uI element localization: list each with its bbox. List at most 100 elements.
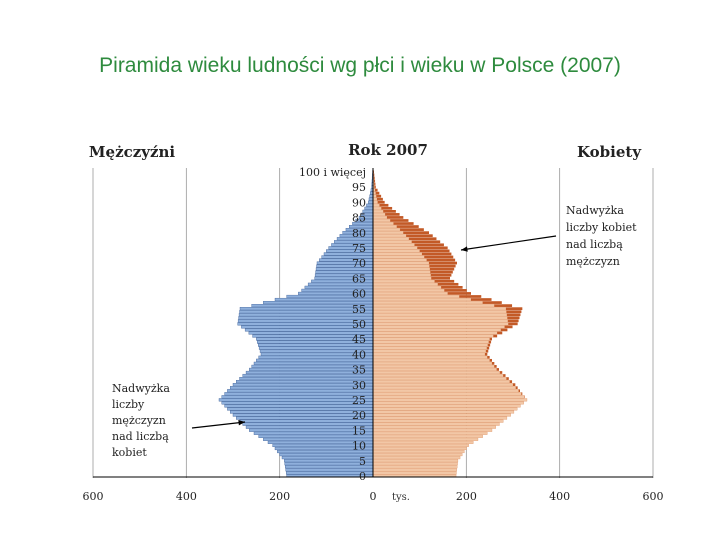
female-excess-bar [417,246,448,250]
female-excess-bar [373,176,375,180]
female-bar [372,437,479,441]
value-tick-label: 400 [549,490,570,503]
annotation-text: kobiet [112,446,147,459]
female-bar [372,243,415,247]
female-excess-bar [447,292,471,295]
female-excess-bar [506,307,523,311]
age-tick-label: 50 [352,318,366,331]
female-excess-bar [390,219,409,222]
male-bar [221,395,374,399]
male-bar [326,249,374,253]
female-excess-bar [487,355,490,359]
female-excess-bar [488,340,492,344]
female-bar [372,200,378,204]
female-excess-bar [373,173,375,177]
female-excess-bar [507,316,520,320]
female-excess-bar [400,228,424,231]
age-tick-label: 55 [352,303,366,316]
age-tick-label: 90 [352,196,366,209]
axes [93,168,653,478]
female-bar [372,252,423,256]
female-bar [372,337,490,341]
female-excess-bar [422,252,452,256]
annotation-text: liczby [112,398,145,411]
female-bar [372,222,394,226]
value-tick-labels: 600 400 200 0 200 400 600 [83,490,664,503]
age-tick-label: 75 [352,242,366,255]
female-bar [372,270,431,274]
value-tick-label: 200 [269,490,290,503]
female-excess-bar [518,389,520,393]
age-tick-label: 65 [352,272,366,285]
female-bar [372,404,521,408]
female-bar [372,410,515,414]
male-bar [221,401,374,405]
annotation-female-excess: Nadwyżka liczby kobiet nad liczbą mężczyzn [460,204,637,268]
female-excess-bar [441,286,463,289]
female-bar [372,386,516,390]
annotation-text: Nadwyżka [566,204,624,217]
female-excess-bar [499,371,503,374]
female-bar [372,340,489,344]
female-excess-bar [503,374,506,377]
female-excess-bar [485,349,489,353]
female-excess-bar [374,185,376,189]
chart-title: Rok 2007 [348,141,428,159]
age-tick-label: 95 [352,181,366,194]
female-bar [372,246,418,250]
female-excess-bar [430,273,452,277]
female-excess-bar [377,197,383,201]
female-bar [372,319,509,323]
female-bar [372,261,430,265]
female-bar [372,328,502,332]
female-bar [372,304,495,308]
female-excess-bar [379,203,389,207]
female-bar [372,443,469,447]
female-bar [372,380,510,384]
female-bar [372,367,497,371]
female-bar [372,212,386,216]
annotation-text: mężczyzn [566,255,620,268]
female-bar [372,249,420,253]
female-bar [372,225,397,229]
female-bar [372,450,465,454]
female-bar [372,361,493,365]
value-tick-label: 400 [176,490,197,503]
female-bar [372,355,488,359]
female-excess-bar [521,392,523,396]
female-bar [372,407,518,411]
value-tick-label: 600 [83,490,104,503]
female-bar [372,285,442,289]
female-excess-bar [513,383,516,387]
female-bar [372,383,514,387]
female-excess-bar [377,200,385,204]
male-bar [218,398,374,402]
female-excess-bar [497,331,503,335]
age-tick-label: 10 [352,440,366,453]
female-bar [372,206,382,210]
female-bar [372,343,488,347]
female-bar [372,316,508,320]
female-bar [372,294,460,299]
age-tick-label: 15 [352,424,366,437]
age-tick-label: 25 [352,394,366,407]
male-bar [224,404,374,408]
female-excess-bar [487,343,491,347]
female-bar [372,456,461,460]
female-excess-bar [515,386,518,390]
female-bar [372,370,501,375]
female-bar [372,413,511,417]
arrow-head [461,246,468,252]
female-bar [372,255,425,259]
female-bar [372,215,388,219]
annotation-text: nad liczbą [112,430,169,443]
female-excess-bar [506,377,509,380]
annotation-text: mężczyzn [112,414,166,427]
female-excess-bar [403,231,429,235]
female-excess-bar [426,258,456,262]
value-tick-label: 200 [456,490,477,503]
female-bar [372,392,522,396]
female-excess-bar [485,352,488,356]
female-excess-bar [489,358,492,362]
female-bar [372,416,508,420]
